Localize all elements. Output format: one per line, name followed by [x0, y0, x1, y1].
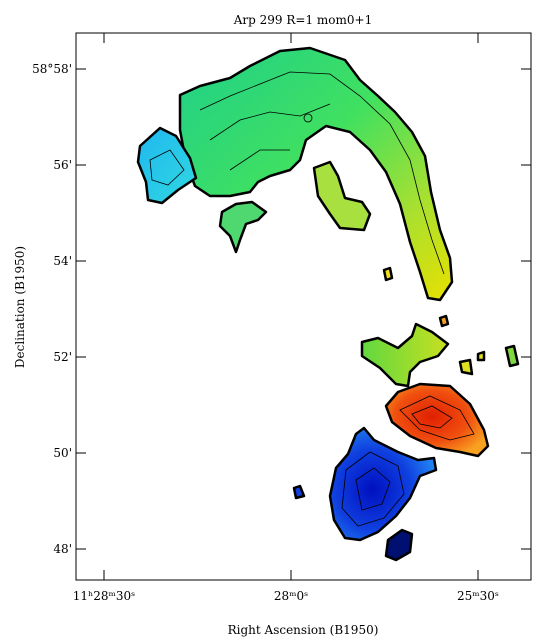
y-tick-label: 56': [53, 158, 72, 172]
x-tick-label: 28ᵐ0ˢ: [274, 589, 308, 603]
x-axis-label: Right Ascension (B1950): [228, 623, 379, 637]
frame: [75, 32, 532, 581]
y-axis-label: Declination (B1950): [13, 246, 27, 368]
y-tick-label: 58°58': [32, 62, 72, 76]
y-tick-labels: 58°58' 56' 54' 52' 50' 48': [32, 62, 72, 556]
x-tick-label: 25ᵐ30ˢ: [457, 589, 499, 603]
image: [136, 46, 520, 562]
plot-frame: [75, 32, 532, 581]
title: Arp 299 R=1 mom0+1: [233, 13, 372, 27]
y-tick-label: 54': [53, 254, 72, 268]
y-tick-label: 50': [53, 446, 72, 460]
tick-marks: [76, 33, 531, 580]
y-tick-label: 48': [53, 542, 72, 556]
y-tick-label: 52': [53, 350, 72, 364]
x-tick-labels: 11ʰ28ᵐ30ˢ 28ᵐ0ˢ 25ᵐ30ˢ: [73, 589, 499, 603]
x-tick-label: 11ʰ28ᵐ30ˢ: [73, 589, 135, 603]
